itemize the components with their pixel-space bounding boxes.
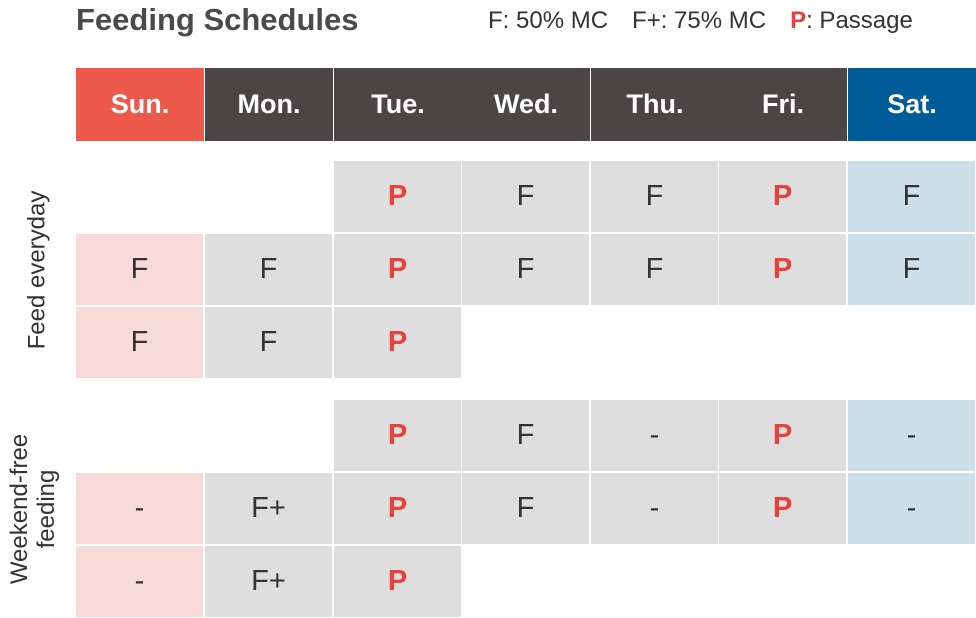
schedule-cell: F+ xyxy=(205,473,332,544)
schedule-cell: - xyxy=(591,473,718,544)
legend-f: F: 50% MC xyxy=(488,7,609,34)
schedule-cell: F xyxy=(591,161,718,232)
schedule-cell: P xyxy=(719,234,846,305)
schedule-cell: P xyxy=(719,161,846,232)
schedule-cell: P xyxy=(334,234,461,305)
schedule-cell: F xyxy=(462,161,589,232)
schedule-cell: F xyxy=(76,234,203,305)
legend-fplus: F+: 75% MC xyxy=(632,7,767,34)
day-header-wed: Wed. xyxy=(462,68,590,141)
day-header-sat: Sat. xyxy=(848,68,976,141)
schedule-cell: - xyxy=(848,473,975,544)
day-header-tue: Tue. xyxy=(334,68,462,141)
group-label-line: Weekend-free xyxy=(6,433,33,584)
schedule-cell: P xyxy=(719,473,846,544)
schedule-cell: F xyxy=(848,234,975,305)
day-header-thu: Thu. xyxy=(591,68,719,141)
schedule-cell: P xyxy=(334,307,461,378)
schedule-cell: P xyxy=(334,400,461,471)
schedule-cell: P xyxy=(334,546,461,617)
schedule-cell: F xyxy=(76,307,203,378)
schedule-cell: F xyxy=(591,234,718,305)
schedule-cell: P xyxy=(719,400,846,471)
group-label-line: feeding xyxy=(33,469,60,548)
group-label-feed-everyday: Feed everyday xyxy=(23,190,51,349)
schedule-cell: - xyxy=(848,400,975,471)
schedule-cell: P xyxy=(334,473,461,544)
schedule-cell: F xyxy=(462,473,589,544)
day-header-mon: Mon. xyxy=(205,68,333,141)
legend-p-text: : Passage xyxy=(806,7,913,34)
schedule-cell: F xyxy=(848,161,975,232)
schedule-cell: P xyxy=(334,161,461,232)
day-header-sun: Sun. xyxy=(76,68,204,141)
page-title: Feeding Schedules xyxy=(76,2,359,37)
schedule-cell: F xyxy=(205,234,332,305)
schedule-cell: F xyxy=(205,307,332,378)
legend: F: 50% MC F+: 75% MC P: Passage xyxy=(488,7,913,35)
legend-p-key: P xyxy=(790,7,807,34)
schedule-cell: - xyxy=(76,473,203,544)
schedule-cell: - xyxy=(76,546,203,617)
schedule-cell: - xyxy=(591,400,718,471)
schedule-cell: F+ xyxy=(205,546,332,617)
day-header-fri: Fri. xyxy=(719,68,847,141)
group-label-weekend-free: Weekend-free feeding xyxy=(6,433,60,583)
schedule-cell: F xyxy=(462,400,589,471)
schedule-cell: F xyxy=(462,234,589,305)
